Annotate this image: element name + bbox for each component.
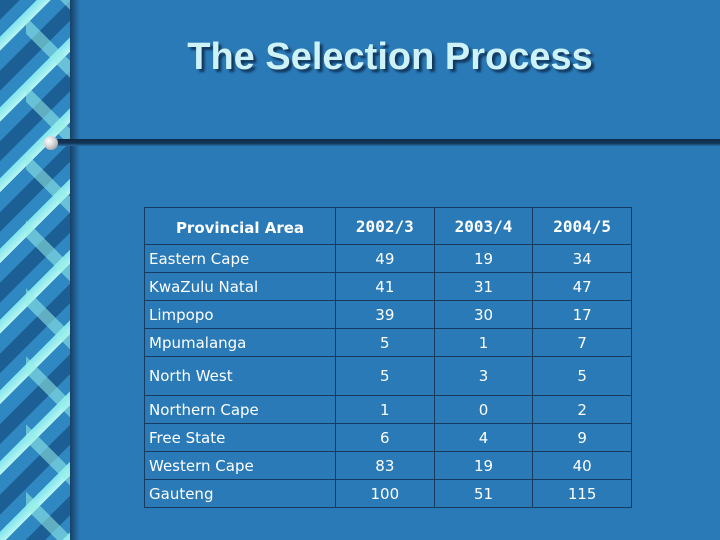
decorative-stripe-band	[0, 0, 78, 540]
table-row: North West 5 3 5	[144, 356, 632, 396]
divider-knob-icon	[44, 136, 58, 150]
value-2003-4: 0	[433, 395, 534, 424]
value-2003-4: 3	[433, 356, 534, 396]
header-2004-5: 2004/5	[532, 207, 632, 245]
area-name: Gauteng	[144, 479, 336, 508]
value-2004-5: 47	[532, 272, 632, 301]
value-2002-3: 5	[335, 328, 435, 357]
value-2002-3: 5	[335, 356, 435, 396]
value-2004-5: 40	[532, 451, 632, 480]
value-2003-4: 1	[433, 328, 534, 357]
value-2002-3: 49	[335, 244, 435, 273]
value-2004-5: 115	[532, 479, 632, 508]
band-shadow	[70, 0, 80, 540]
table-row: KwaZulu Natal 41 31 47	[144, 272, 632, 301]
divider-line	[54, 139, 720, 146]
table-row: Western Cape 83 19 40	[144, 451, 632, 480]
value-2003-4: 31	[433, 272, 534, 301]
table-row: Eastern Cape 49 19 34	[144, 244, 632, 273]
area-name: Mpumalanga	[144, 328, 336, 357]
value-2002-3: 41	[335, 272, 435, 301]
area-name: Western Cape	[144, 451, 336, 480]
value-2002-3: 39	[335, 300, 435, 329]
value-2002-3: 6	[335, 423, 435, 452]
header-provincial-area: Provincial Area	[144, 207, 336, 245]
value-2003-4: 19	[433, 451, 534, 480]
table-row: Limpopo 39 30 17	[144, 300, 632, 329]
value-2004-5: 17	[532, 300, 632, 329]
area-name: Northern Cape	[144, 395, 336, 424]
header-2003-4: 2003/4	[433, 207, 534, 245]
value-2002-3: 100	[335, 479, 435, 508]
value-2002-3: 1	[335, 395, 435, 424]
title-divider	[44, 136, 720, 150]
header-2002-3: 2002/3	[335, 207, 435, 245]
value-2002-3: 83	[335, 451, 435, 480]
value-2003-4: 4	[433, 423, 534, 452]
area-name: Free State	[144, 423, 336, 452]
table-row: Free State 6 4 9	[144, 423, 632, 452]
area-name: Eastern Cape	[144, 244, 336, 273]
value-2004-5: 34	[532, 244, 632, 273]
value-2003-4: 30	[433, 300, 534, 329]
value-2004-5: 5	[532, 356, 632, 396]
value-2003-4: 19	[433, 244, 534, 273]
table-row: Northern Cape 1 0 2	[144, 395, 632, 424]
value-2003-4: 51	[433, 479, 534, 508]
value-2004-5: 7	[532, 328, 632, 357]
table-row: Gauteng 100 51 115	[144, 479, 632, 508]
area-name: KwaZulu Natal	[144, 272, 336, 301]
value-2004-5: 9	[532, 423, 632, 452]
table-row: Mpumalanga 5 1 7	[144, 328, 632, 357]
slide-title: The Selection Process	[187, 36, 593, 78]
value-2004-5: 2	[532, 395, 632, 424]
table-header-row: Provincial Area 2002/3 2003/4 2004/5	[144, 207, 632, 245]
area-name: North West	[144, 356, 336, 396]
area-name: Limpopo	[144, 300, 336, 329]
selection-table: Provincial Area 2002/3 2003/4 2004/5 Eas…	[144, 207, 632, 508]
